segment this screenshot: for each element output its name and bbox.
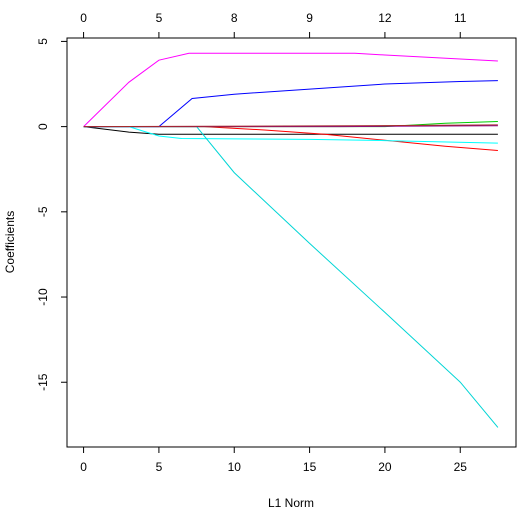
y-axis: 5 0 -5 -10 -15 (36, 38, 67, 391)
x-axis: 0 5 10 15 20 25 (80, 447, 467, 474)
top-tick-label: 8 (231, 11, 238, 25)
x-tick-label: 20 (378, 460, 392, 474)
x-tick-label: 15 (303, 460, 317, 474)
y-tick-label: -10 (36, 288, 50, 306)
x-tick-label: 5 (156, 460, 163, 474)
x-tick-label: 0 (80, 460, 87, 474)
y-tick-label: 0 (36, 123, 50, 130)
top-tick-label: 0 (80, 11, 87, 25)
x-tick-label: 10 (228, 460, 242, 474)
plot-frame (66, 37, 517, 448)
top-axis: 0 5 8 9 12 11 (80, 11, 467, 38)
series-line-4 (83, 80, 498, 128)
x-tick-label: 25 (454, 460, 468, 474)
top-tick-label: 12 (378, 11, 392, 25)
series-line-5 (83, 126, 498, 144)
top-tick-label: 11 (454, 11, 467, 25)
series-line-9 (83, 124, 498, 128)
x-axis-title: L1 Norm (268, 496, 314, 510)
series-lines (83, 52, 499, 428)
series-line-7 (83, 126, 499, 428)
top-tick-label: 5 (156, 11, 163, 25)
y-tick-label: 5 (36, 38, 50, 45)
top-tick-label: 9 (306, 11, 313, 25)
series-line-6 (83, 52, 498, 127)
y-axis-title: Coefficients (3, 211, 17, 273)
series-line-1 (83, 126, 498, 135)
y-tick-label: -5 (36, 206, 50, 217)
y-tick-label: -15 (36, 373, 50, 391)
series-line-2 (83, 126, 498, 151)
